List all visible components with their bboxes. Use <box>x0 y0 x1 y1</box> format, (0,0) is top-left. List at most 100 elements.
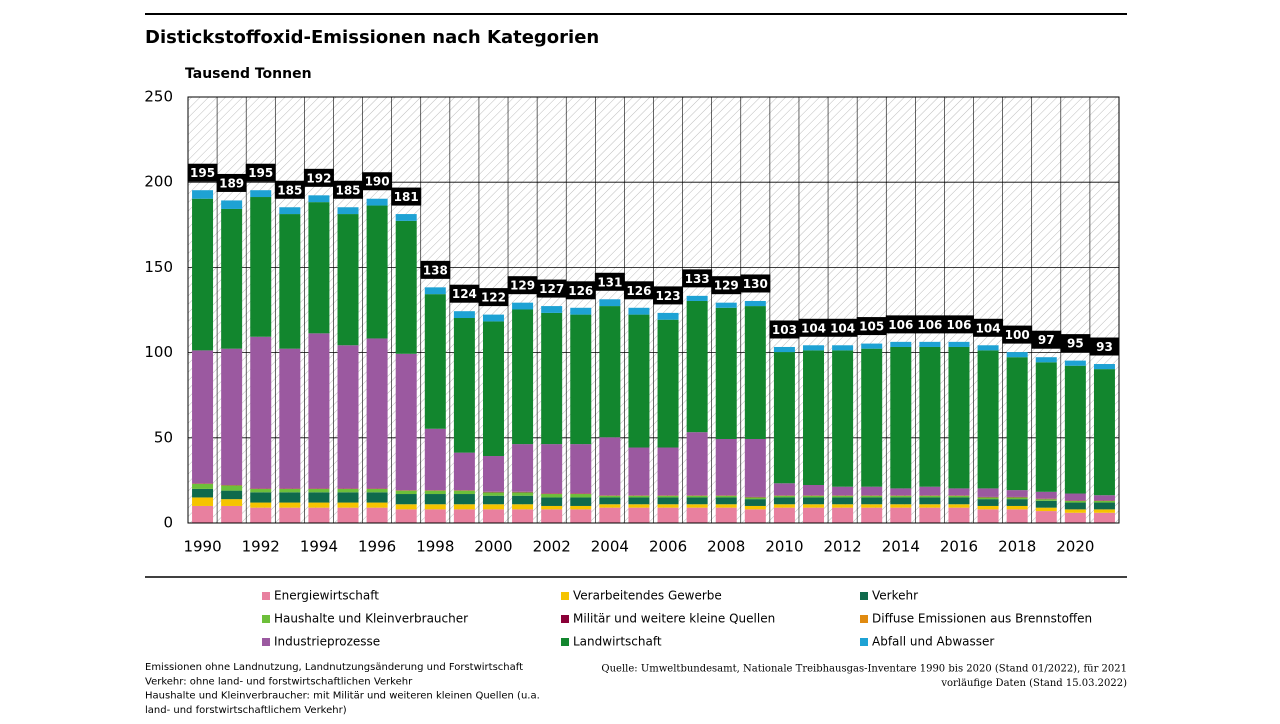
bar-segment <box>279 207 300 214</box>
bar-segment <box>599 437 620 495</box>
bar-segment <box>396 354 417 490</box>
bar-segment <box>541 509 562 523</box>
bar-segment <box>396 214 417 221</box>
bar-segment <box>978 506 999 509</box>
bar-segment <box>628 308 649 315</box>
bar-segment <box>628 496 649 498</box>
bar-segment <box>1065 501 1086 503</box>
bar-segment <box>716 508 737 523</box>
legend-label: Abfall und Abwasser <box>872 635 994 649</box>
bar-segment <box>454 491 475 494</box>
bar-segment <box>628 504 649 507</box>
bar-segment <box>716 308 737 439</box>
legend-swatch <box>561 592 569 600</box>
bar-segment <box>803 504 824 507</box>
bar-segment <box>512 509 533 523</box>
bar-segment <box>919 347 940 487</box>
bar-segment <box>948 497 969 504</box>
bar-segment <box>1065 361 1086 366</box>
bar-segment <box>599 504 620 507</box>
total-label: 124 <box>452 287 477 301</box>
bar-segment <box>279 489 300 492</box>
x-tick-label: 2010 <box>765 538 803 556</box>
total-label: 106 <box>917 318 942 332</box>
bar-segment <box>978 497 999 499</box>
bar-segment <box>890 496 911 498</box>
legend-label: Militär und weitere kleine Quellen <box>573 612 775 626</box>
bar-segment <box>279 503 300 508</box>
total-label: 195 <box>190 166 215 180</box>
bar-segment <box>658 508 679 523</box>
bar-segment <box>978 488 999 497</box>
bar-segment <box>803 350 824 485</box>
bar-segment <box>628 315 649 448</box>
bar-segment <box>948 488 969 495</box>
bar-segment <box>948 504 969 507</box>
bar-segment <box>1007 506 1028 509</box>
bar-segment <box>774 352 795 483</box>
bar-segment <box>861 496 882 498</box>
bar-segment <box>832 345 853 350</box>
bar-segment <box>803 345 824 350</box>
bar-segment <box>1036 499 1057 501</box>
bar-segment <box>338 345 359 488</box>
bar-segment <box>658 313 679 320</box>
bar-segment <box>221 349 242 485</box>
bar-segment <box>338 214 359 345</box>
total-label: 129 <box>714 279 739 293</box>
bar-segment <box>541 506 562 509</box>
bar-segment <box>1094 369 1115 495</box>
bar-segment <box>1065 494 1086 501</box>
bar-segment <box>1036 492 1057 499</box>
x-tick-label: 2020 <box>1056 538 1094 556</box>
bar-segment <box>512 492 533 495</box>
bar-segment <box>483 496 504 505</box>
legend-swatch <box>262 615 270 623</box>
bar-segment <box>221 499 242 506</box>
bar-segment <box>512 504 533 509</box>
total-label: 126 <box>626 284 651 298</box>
bar-segment <box>512 496 533 505</box>
bar-segment <box>919 342 940 347</box>
total-label: 122 <box>481 291 506 305</box>
total-label: 104 <box>976 321 1001 335</box>
bar-segment <box>425 504 446 509</box>
y-tick-label: 50 <box>154 428 173 446</box>
total-label: 185 <box>335 183 360 197</box>
bar-segment <box>774 496 795 498</box>
bar-segment <box>250 197 271 337</box>
bar-segment <box>919 504 940 507</box>
legend-swatch <box>262 592 270 600</box>
bar-segment <box>541 306 562 313</box>
bar-segment <box>774 508 795 523</box>
bar-segment <box>687 432 708 495</box>
y-tick-label: 0 <box>163 514 173 532</box>
bar-segment <box>338 207 359 214</box>
total-label: 185 <box>277 183 302 197</box>
bar-segment <box>832 508 853 523</box>
bar-segment <box>978 499 999 506</box>
bar-segment <box>570 509 591 523</box>
bar-segment <box>1094 513 1115 523</box>
bar-segment <box>425 491 446 494</box>
bar-segment <box>454 318 475 453</box>
total-label: 106 <box>946 318 971 332</box>
x-tick-label: 2000 <box>474 538 512 556</box>
bar-segment <box>658 497 679 504</box>
bar-segment <box>250 508 271 523</box>
bar-segment <box>890 504 911 507</box>
bar-segment <box>396 509 417 523</box>
x-tick-label: 2012 <box>824 538 862 556</box>
legend-swatch <box>561 638 569 646</box>
total-label: 103 <box>772 323 797 337</box>
x-tick-label: 2016 <box>940 538 978 556</box>
total-label: 106 <box>888 318 913 332</box>
bar-segment <box>803 508 824 523</box>
bar-segment <box>716 497 737 504</box>
bar-segment <box>628 508 649 523</box>
bar-segment <box>221 200 242 209</box>
y-tick-label: 100 <box>144 343 173 361</box>
y-tick-label: 250 <box>144 88 173 106</box>
bar-segment <box>745 509 766 523</box>
x-tick-label: 1992 <box>242 538 280 556</box>
